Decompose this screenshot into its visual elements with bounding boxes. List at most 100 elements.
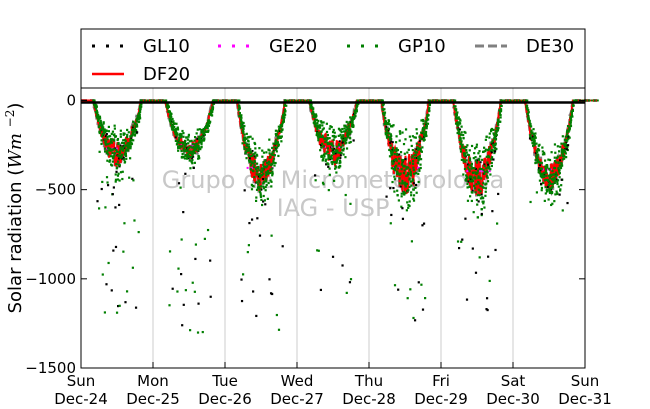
point-GP10: [571, 109, 574, 112]
point-GP10: [493, 151, 496, 155]
point-GP10: [344, 137, 347, 140]
point-spike: [551, 185, 554, 188]
point-GP10: [268, 138, 271, 141]
point-GP10: [398, 173, 401, 176]
point-GP10: [563, 155, 566, 158]
point-GP10: [109, 155, 112, 158]
point-GP10: [173, 122, 176, 125]
point-GP10: [262, 165, 266, 168]
point-GP10: [102, 122, 105, 125]
point-spike: [192, 166, 195, 170]
point-GP10: [187, 138, 190, 141]
point-spike: [313, 174, 317, 177]
point-GP10: [384, 127, 388, 130]
point-GP10: [345, 120, 348, 124]
point-GP10: [353, 114, 356, 117]
point-GP10: [269, 179, 272, 182]
point-GL10: [412, 182, 415, 185]
point-GP10: [533, 139, 536, 142]
point-GP10: [470, 199, 473, 203]
point-GP10: [415, 132, 419, 135]
point-GP10: [392, 167, 395, 170]
point-GP10: [347, 132, 350, 136]
point-spike: [559, 189, 562, 192]
point-GL10: [349, 121, 352, 124]
point-GP10: [409, 174, 413, 177]
point-spike: [456, 240, 460, 243]
point-GL10: [385, 126, 388, 129]
point-GP10: [242, 125, 245, 129]
point-spike: [104, 206, 107, 209]
point-GP10: [281, 128, 284, 131]
point-spike: [528, 137, 532, 140]
point-GP10: [405, 182, 409, 185]
point-GP10: [407, 148, 410, 151]
point-GP10: [345, 147, 349, 150]
point-GP10: [353, 112, 357, 115]
point-GP10: [135, 123, 139, 126]
point-GP10: [338, 143, 341, 146]
point-GP10: [562, 157, 566, 160]
point-GL10: [399, 185, 402, 188]
point-GP10: [325, 139, 328, 142]
point-GP10: [395, 147, 398, 150]
point-GP10: [175, 134, 178, 137]
point-GP10: [173, 126, 176, 129]
point-GP10: [422, 131, 425, 134]
point-GL10: [319, 144, 322, 147]
point-GP10: [329, 125, 332, 128]
point-spike: [115, 170, 118, 173]
point-GP10-night: [368, 99, 371, 102]
point-GP10: [245, 137, 248, 140]
point-GP10: [132, 130, 135, 133]
point-spike: [485, 297, 489, 300]
point-GP10: [344, 139, 347, 143]
point-GP10: [347, 124, 350, 128]
point-GP10: [485, 182, 488, 185]
point-GP10: [490, 164, 493, 168]
point-GP10: [119, 133, 122, 136]
point-GP10: [424, 120, 427, 123]
point-GP10: [329, 155, 332, 158]
point-GP10: [315, 133, 318, 137]
point-GP10: [426, 122, 430, 125]
legend-label: GE20: [269, 36, 317, 57]
point-GP10: [335, 161, 338, 164]
point-GP10: [253, 141, 256, 145]
point-GP10: [107, 146, 110, 150]
point-GP10: [548, 189, 552, 192]
point-GP10: [261, 149, 264, 152]
point-GP10: [397, 162, 400, 165]
point-spike: [457, 246, 461, 250]
point-GP10: [255, 181, 258, 184]
point-GP10: [545, 171, 548, 174]
point-spike: [176, 290, 179, 293]
point-GP10: [274, 148, 277, 151]
point-GL10: [262, 178, 265, 181]
point-GP10: [320, 120, 323, 123]
point-GP10: [187, 135, 190, 138]
point-GP10: [396, 153, 399, 157]
point-GP10: [185, 136, 188, 139]
point-GP10: [465, 175, 468, 178]
point-GP10: [192, 149, 195, 153]
point-GP10: [316, 135, 319, 138]
point-GP10: [391, 125, 394, 128]
point-GP10: [547, 178, 550, 182]
point-GP10: [413, 136, 416, 139]
point-GP10: [554, 174, 557, 178]
point-GP10: [389, 144, 392, 147]
point-GP10: [169, 122, 172, 125]
point-GP10: [271, 146, 274, 150]
point-GP10: [280, 130, 283, 133]
point-GP10: [324, 140, 327, 144]
point-GP10: [474, 156, 477, 159]
point-GP10: [457, 123, 460, 126]
point-GP10: [274, 129, 278, 132]
point-GP10: [464, 160, 467, 163]
point-spike: [179, 186, 182, 189]
point-GP10: [476, 169, 480, 172]
point-GP10: [325, 130, 329, 134]
point-GP10: [539, 167, 542, 170]
point-GP10: [272, 159, 275, 163]
